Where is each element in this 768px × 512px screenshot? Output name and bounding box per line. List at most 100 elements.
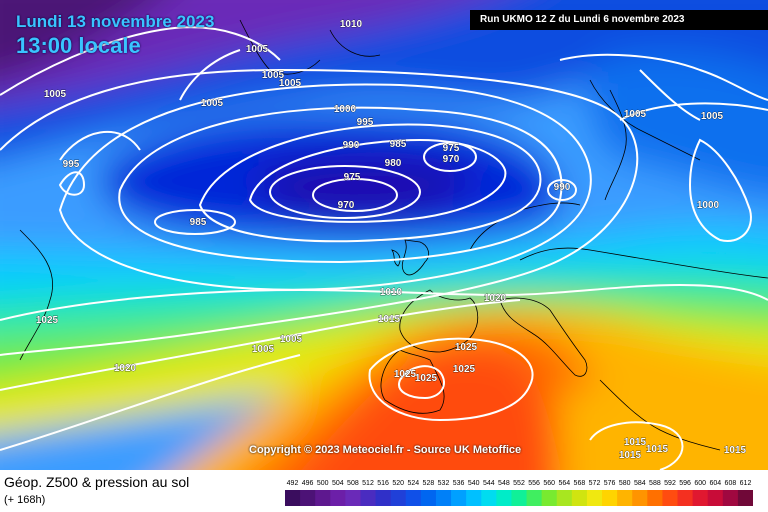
color-scale-tick-label: 536: [452, 480, 465, 487]
forecast-time: 13:00 locale: [16, 33, 141, 58]
color-scale-tick-label: 564: [558, 480, 571, 487]
isobar-lines: [0, 26, 768, 470]
color-scale-swatch: [315, 490, 331, 506]
isobar-label: 1005: [246, 44, 269, 55]
color-scale-swatch: [451, 490, 467, 506]
color-scale-tick-label: 580: [618, 480, 631, 487]
copyright-text: Copyright © 2023 Meteociel.fr - Source U…: [249, 444, 522, 456]
color-scale-swatch: [556, 490, 573, 506]
color-scale-swatch: [466, 490, 482, 506]
color-scale-tick-label: 544: [482, 480, 495, 487]
isobar-label: 1015: [619, 450, 642, 461]
isobar-label: 1000: [697, 200, 720, 211]
color-scale-swatch: [647, 490, 663, 506]
color-scale-tick-label: 576: [603, 480, 616, 487]
isobar-label: 1010: [380, 287, 403, 298]
color-scale-swatch: [526, 490, 543, 506]
geopotential-field: [0, 0, 768, 470]
color-scale-tick-label: 592: [664, 480, 676, 487]
color-scale-swatch: [541, 490, 558, 506]
color-scale-tick-label: 588: [649, 480, 661, 487]
color-scale-swatch: [722, 490, 739, 506]
color-scale: [285, 490, 753, 506]
color-scale-tick-label: 516: [377, 480, 389, 487]
isobar-labels: 1010 1005 1005 1005 1005 1005 1000 995 9…: [36, 19, 747, 462]
color-scale-swatch: [330, 490, 346, 506]
isobar-label: 1015: [624, 437, 647, 448]
color-scale-swatch: [405, 490, 422, 506]
color-scale-tick-label: 524: [407, 480, 420, 487]
color-scale-swatch: [617, 490, 633, 506]
color-scale-swatch: [662, 490, 679, 506]
isobar-label: 980: [385, 158, 402, 169]
isobar-label: 995: [357, 117, 374, 128]
color-scale-tick-label: 604: [709, 480, 722, 487]
isobar-label: 1005: [44, 89, 67, 100]
color-scale-tick-label: 520: [392, 480, 405, 487]
color-scale-tick-label: 568: [573, 480, 586, 487]
color-scale-tick-label: 608: [724, 480, 737, 487]
isobar-label: 1005: [701, 111, 724, 122]
isobar-label: 1020: [484, 293, 507, 304]
color-scale-tick-label: 508: [347, 480, 359, 487]
model-run-label: Run UKMO 12 Z du Lundi 6 novembre 2023: [470, 10, 768, 30]
isobar-label: 970: [338, 200, 355, 211]
isobar-label: 1015: [646, 444, 669, 455]
color-scale-swatch: [360, 490, 377, 506]
color-scale-swatch: [707, 490, 724, 506]
color-scale-swatch: [571, 490, 588, 506]
isobar-label: 985: [390, 139, 407, 150]
isobar-label: 1025: [36, 315, 59, 326]
color-scale-tick-label: 548: [498, 480, 510, 487]
isobar-label: 1015: [378, 314, 401, 325]
color-scale-swatch: [285, 490, 301, 506]
isobar-label: 1005: [624, 109, 647, 120]
color-scale-tick-label: 532: [437, 480, 450, 487]
legend-title: Géop. Z500 & pression au sol: [4, 474, 190, 490]
color-scale-tick-label: 560: [543, 480, 556, 487]
map-canvas: 1010 1005 1005 1005 1005 1005 1000 995 9…: [0, 0, 768, 470]
isobar-label: 1005: [279, 78, 302, 89]
color-scale-tick-label: 572: [588, 480, 601, 487]
color-scale-tick-label: 496: [301, 480, 314, 487]
isobar-label: 1025: [453, 364, 476, 375]
color-scale-swatch: [375, 490, 392, 506]
color-scale-swatch: [737, 490, 753, 506]
isobar-label: 1020: [114, 363, 137, 374]
color-scale-swatch: [481, 490, 497, 506]
isobar-label: 1005: [262, 70, 285, 81]
forecast-date: Lundi 13 novembre 2023: [16, 12, 215, 31]
isobar-label: 995: [63, 159, 80, 170]
color-scale-tick-label: 584: [633, 480, 646, 487]
color-scale-swatch: [390, 490, 407, 506]
color-scale-swatch: [345, 490, 361, 506]
color-scale-swatch: [511, 490, 528, 506]
color-scale-swatch: [677, 490, 694, 506]
color-scale-tick-label: 500: [316, 480, 329, 487]
color-scale-swatch: [602, 490, 618, 506]
isobar-label: 1000: [334, 104, 357, 115]
isobar-label: 1025: [455, 342, 478, 353]
isobar-label: 1025: [415, 373, 438, 384]
color-scale-swatch: [692, 490, 709, 506]
color-scale-swatch: [435, 490, 452, 506]
color-scale-swatch: [586, 490, 603, 506]
isobar-label: 1005: [201, 98, 224, 109]
color-scale-tick-label: 556: [528, 480, 540, 487]
color-scale-swatch: [300, 490, 316, 506]
color-scale-tick-label: 596: [679, 480, 691, 487]
color-scale-swatch: [420, 490, 437, 506]
isobar-label: 975: [344, 172, 361, 183]
color-scale-tick-label: 612: [739, 480, 752, 487]
color-scale-tick-label: 504: [331, 480, 344, 487]
color-scale-tick-label: 540: [467, 480, 480, 487]
isobar-label: 990: [554, 182, 571, 193]
color-scale-tick-label: 600: [694, 480, 707, 487]
isobar-label: 985: [190, 217, 207, 228]
color-scale-tick-label: 512: [362, 480, 374, 487]
isobar-label: 1010: [340, 19, 363, 30]
color-scale-swatch: [496, 490, 512, 506]
legend-subtitle: (+ 168h): [4, 494, 46, 506]
isobar-label: 1025: [394, 369, 417, 380]
